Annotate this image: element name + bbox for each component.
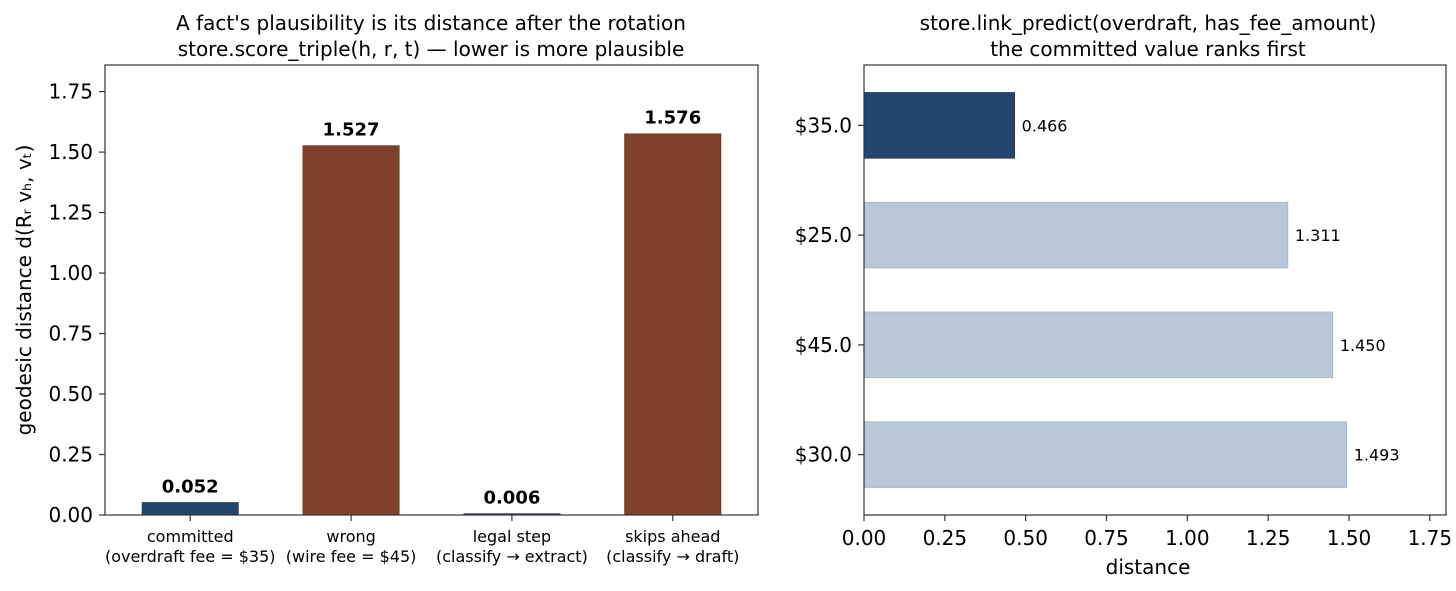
left-x-tick-label: skips ahead: [625, 527, 720, 546]
right-bar-3: [863, 311, 1334, 379]
left-y-tick-label: 0.25: [48, 443, 93, 467]
left-x-tick-label: (classify → extract): [436, 547, 588, 566]
left-y-axis-label: geodesic distance d(Rᵣ vₕ, vₜ): [12, 145, 36, 436]
right-chart: store.link_predict(overdraft, has_fee_am…: [795, 11, 1452, 579]
right-x-tick-label: 1.00: [1165, 526, 1210, 550]
left-y-tick-label: 1.50: [48, 140, 93, 164]
left-chart-title-line-2: store.score_triple(h, r, t) — lower is m…: [178, 37, 685, 61]
right-bar-value-label-1: 0.466: [1022, 116, 1068, 135]
right-plot-frame: [863, 64, 1447, 516]
right-y-tick-label: $45.0: [795, 333, 852, 357]
left-bar-value-label-4: 1.576: [644, 108, 701, 129]
right-y-tick-label: $25.0: [795, 223, 852, 247]
left-y-tick-label: 0.00: [48, 503, 93, 527]
right-x-tick-label: 1.50: [1327, 526, 1372, 550]
left-x-tick-label: wrong: [326, 527, 375, 546]
left-bar-2: [302, 145, 400, 516]
right-y-tick-label: $30.0: [795, 443, 852, 467]
right-bar-value-label-3: 1.450: [1340, 336, 1386, 355]
left-x-tick-label: (wire fee = $45): [286, 547, 417, 566]
left-chart-title-line-1: A fact's plausibility is its distance af…: [176, 11, 686, 35]
left-x-tick-label: legal step: [473, 527, 551, 546]
left-y-tick-label: 1.25: [48, 201, 93, 225]
right-bar-1: [863, 92, 1015, 159]
left-bar-value-label-3: 0.006: [483, 488, 540, 509]
right-y-ticks: $35.0 $25.0 $45.0 $30.0: [795, 113, 864, 467]
right-chart-title-line-1: store.link_predict(overdraft, has_fee_am…: [920, 11, 1377, 35]
right-x-tick-label: 1.25: [1246, 526, 1291, 550]
right-x-axis-label: distance: [1106, 555, 1191, 579]
left-y-tick-label: 1.00: [48, 261, 93, 285]
right-chart-title-line-2: the committed value ranks first: [990, 37, 1306, 61]
left-y-tick-label: 0.50: [48, 382, 93, 406]
right-x-ticks: 0.00 0.25 0.50 0.75 1.00 1.25 1.50 1.75: [842, 515, 1452, 550]
left-x-tick-label: (classify → draft): [606, 547, 739, 566]
right-bars: 0.466 1.311 1.450 1.493: [863, 92, 1400, 488]
right-x-tick-label: 0.75: [1084, 526, 1129, 550]
right-bar-2: [863, 201, 1289, 269]
left-y-ticks: 0.00 0.25 0.50 0.75 1.00 1.25 1.50 1.75: [48, 80, 105, 527]
right-x-tick-label: 0.50: [1003, 526, 1048, 550]
left-x-tick-label: committed: [147, 527, 234, 546]
left-y-tick-label: 1.75: [48, 80, 93, 104]
left-plot-frame: [104, 64, 759, 516]
left-x-tick-label: (overdraft fee = $35): [105, 547, 276, 566]
left-x-ticks: committed(overdraft fee = $35) wrong(wire…: [105, 515, 739, 566]
right-x-tick-label: 0.25: [923, 526, 968, 550]
left-bar-1: [141, 502, 239, 516]
left-bar-4: [624, 133, 722, 516]
right-x-tick-label: 1.75: [1408, 526, 1453, 550]
left-bar-value-label-1: 0.052: [162, 476, 219, 497]
left-bar-value-label-2: 1.527: [323, 120, 380, 141]
right-bar-value-label-4: 1.493: [1354, 446, 1400, 465]
right-bar-value-label-2: 1.311: [1295, 226, 1341, 245]
right-bar-4: [863, 421, 1348, 488]
left-y-tick-label: 0.75: [48, 322, 93, 346]
left-chart: A fact's plausibility is its distance af…: [12, 11, 759, 566]
right-x-tick-label: 0.00: [842, 526, 887, 550]
left-bars: 0.052 1.527 0.006 1.576: [141, 108, 722, 516]
right-y-tick-label: $35.0: [795, 113, 852, 137]
